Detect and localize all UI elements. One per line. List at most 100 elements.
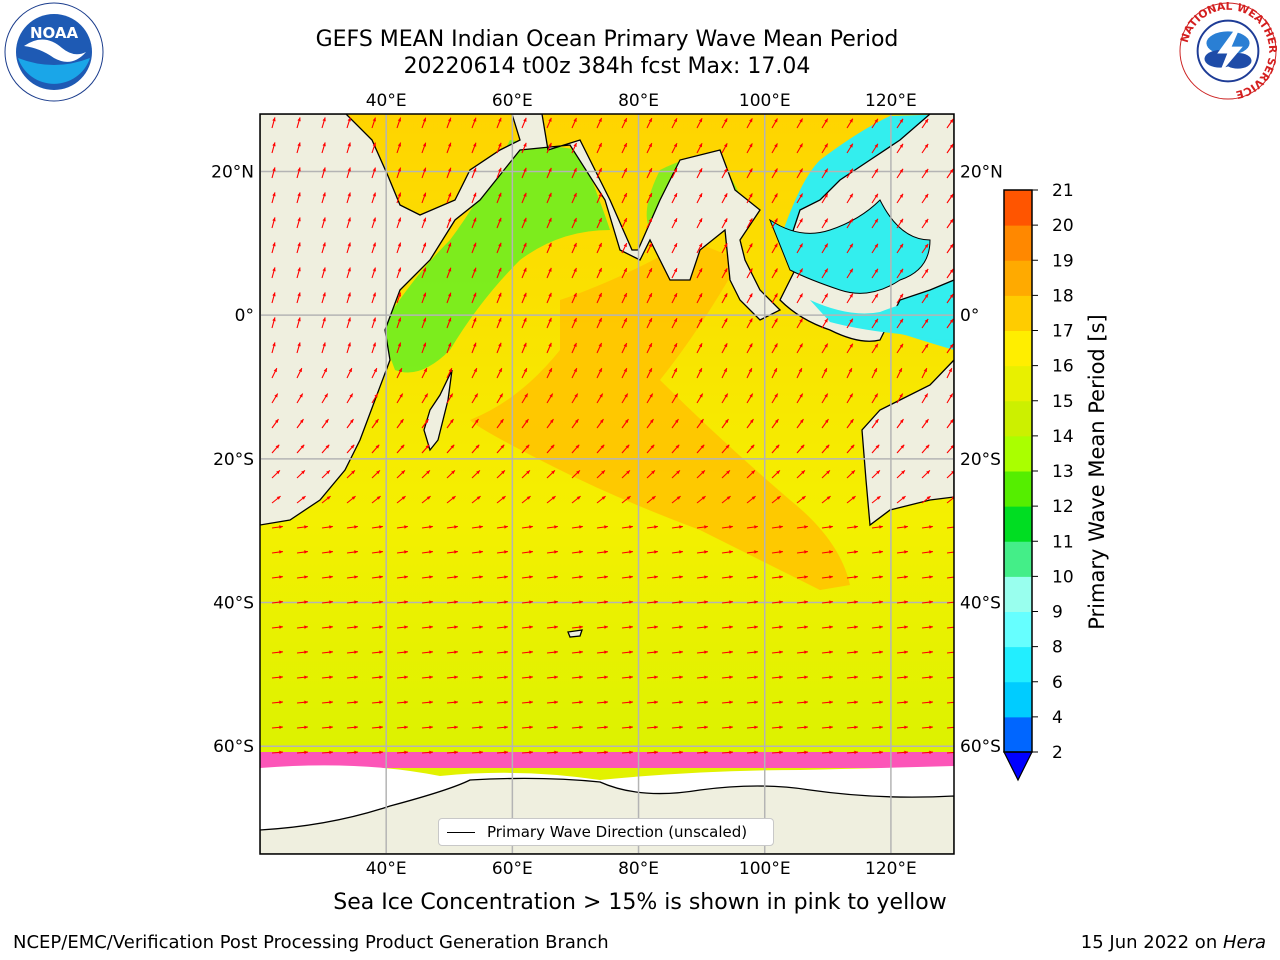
wave-arrow (746, 418, 754, 429)
wave-arrow (921, 367, 928, 379)
wave-arrow (846, 750, 859, 755)
wave-arrow (796, 268, 804, 279)
wave-arrow (671, 650, 683, 654)
wave-arrow (921, 625, 933, 629)
wave-arrow (471, 192, 477, 204)
wave-arrow (646, 117, 653, 129)
colorbar-segment (1004, 716, 1032, 753)
wave-arrow (346, 267, 351, 279)
wave-arrow (771, 243, 778, 254)
wave-arrow (821, 193, 829, 204)
wave-arrow (371, 418, 379, 429)
wave-arrow (621, 242, 628, 254)
wave-arrow (446, 470, 456, 479)
wave-arrow (896, 750, 909, 755)
wave-arrow (371, 167, 376, 179)
wave-arrow (571, 167, 577, 179)
wave-arrow (921, 725, 934, 730)
wave-arrow (771, 193, 778, 204)
colorbar-tick-label: 14 (1052, 427, 1074, 447)
wave-arrow (846, 193, 854, 204)
wave-arrow (871, 118, 879, 129)
wave-arrow (696, 750, 709, 755)
wave-arrow (671, 675, 683, 679)
wave-arrow (896, 550, 908, 554)
wave-arrow (371, 675, 383, 679)
colorbar-tick-label: 4 (1052, 708, 1063, 728)
wave-arrow (521, 675, 533, 679)
wave-arrow (746, 650, 758, 654)
wave-arrow (571, 625, 583, 629)
wave-arrow (621, 292, 628, 304)
wave-arrow (946, 418, 954, 429)
wave-arrow (521, 470, 531, 479)
map-title: GEFS MEAN Indian Ocean Primary Wave Mean… (315, 27, 899, 52)
wave-arrow (321, 495, 331, 504)
wave-arrow (346, 725, 359, 730)
wave-arrow (746, 750, 759, 755)
wave-arrow (671, 117, 678, 129)
wave-arrow (796, 700, 809, 705)
wave-arrow (321, 470, 331, 479)
wave-arrow (696, 444, 705, 454)
wave-arrow (446, 167, 452, 179)
wave-arrow (446, 418, 454, 429)
wave-arrow (646, 167, 653, 179)
wave-arrow (946, 393, 954, 404)
wave-arrow (546, 444, 555, 454)
wave-arrow (521, 418, 529, 429)
wave-arrow (671, 192, 678, 204)
wave-arrow (846, 444, 855, 454)
wave-arrow (696, 625, 708, 629)
wave-arrow (371, 750, 384, 755)
footer-host: Hera (1222, 932, 1266, 953)
wave-arrow (321, 317, 326, 329)
wave-arrow (321, 117, 326, 129)
wave-arrow (796, 193, 804, 204)
wave-arrow (446, 342, 452, 354)
wave-arrow (596, 675, 608, 679)
wave-arrow (596, 550, 608, 554)
wave-arrow (646, 317, 653, 329)
wave-arrow (596, 700, 609, 705)
wave-arrow (271, 625, 283, 629)
noaa-logo-text: NOAA (30, 24, 79, 42)
wave-arrow (371, 575, 383, 579)
wave-arrow (921, 143, 929, 154)
wave-arrow (371, 495, 381, 504)
wave-arrow (321, 267, 326, 279)
wave-arrow (296, 342, 301, 354)
wave-arrow (471, 242, 477, 254)
wave-arrow (621, 575, 633, 579)
wave-arrow (321, 700, 334, 705)
wave-arrow (571, 217, 577, 229)
wave-arrow (396, 342, 402, 354)
wave-arrow (321, 725, 334, 730)
wave-arrow (746, 367, 753, 379)
wave-arrow (446, 625, 458, 629)
wave-arrow (696, 470, 706, 479)
wave-arrow (621, 342, 628, 354)
wave-arrow (346, 418, 354, 429)
wave-arrow (771, 168, 778, 179)
wave-arrow (546, 750, 559, 755)
wave-arrow (821, 495, 831, 504)
wave-arrow (596, 292, 603, 304)
wave-arrow (521, 167, 527, 179)
wave-arrow (646, 750, 659, 755)
wave-arrow (271, 444, 280, 454)
wave-arrow (596, 317, 603, 329)
wave-arrow (421, 650, 433, 654)
wave-arrow (646, 525, 658, 529)
wave-arrow (621, 418, 629, 429)
wave-arrow (871, 367, 878, 379)
wave-arrow (521, 444, 530, 454)
wave-arrow (721, 418, 729, 429)
wave-arrow (821, 418, 829, 429)
wave-arrow (321, 367, 328, 379)
wave-arrow (321, 650, 333, 654)
wave-arrow (296, 317, 301, 329)
lon-tick-label-bottom: 60°E (492, 859, 533, 879)
wave-arrow (621, 700, 634, 705)
